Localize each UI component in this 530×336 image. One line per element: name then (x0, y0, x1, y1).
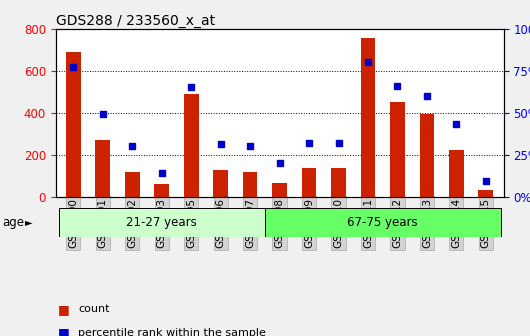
Bar (360, 38, 375, 197)
Bar (95, 140, 110, 197)
Bar (59, 208, 265, 237)
Text: 21-27 years: 21-27 years (126, 216, 197, 229)
Bar (184, 94, 199, 197)
Bar (154, 184, 169, 197)
Bar (213, 170, 228, 197)
Bar (66, 52, 81, 197)
Text: ■: ■ (58, 326, 70, 336)
Bar (449, 151, 464, 197)
Bar (390, 102, 405, 197)
Bar (243, 172, 258, 197)
Bar (265, 208, 500, 237)
Bar (479, 190, 493, 197)
Bar (125, 172, 139, 197)
Text: ■: ■ (58, 303, 70, 316)
Bar (331, 168, 346, 197)
Text: age: age (3, 216, 25, 229)
Bar (272, 183, 287, 197)
Bar (302, 168, 316, 197)
Bar (420, 114, 434, 197)
Text: GDS288 / 233560_x_at: GDS288 / 233560_x_at (56, 13, 215, 28)
Text: 67-75 years: 67-75 years (347, 216, 418, 229)
Text: percentile rank within the sample: percentile rank within the sample (78, 328, 266, 336)
Text: count: count (78, 304, 110, 314)
Text: ►: ► (25, 218, 33, 227)
